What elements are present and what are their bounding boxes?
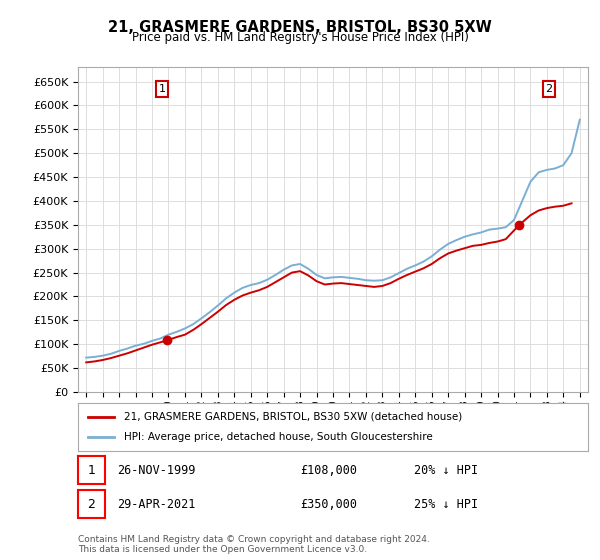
Text: 2: 2 [88,497,95,511]
Text: Price paid vs. HM Land Registry's House Price Index (HPI): Price paid vs. HM Land Registry's House … [131,31,469,44]
Text: 21, GRASMERE GARDENS, BRISTOL, BS30 5XW (detached house): 21, GRASMERE GARDENS, BRISTOL, BS30 5XW … [124,412,462,422]
Text: £108,000: £108,000 [300,464,357,477]
Text: HPI: Average price, detached house, South Gloucestershire: HPI: Average price, detached house, Sout… [124,432,433,442]
Text: 20% ↓ HPI: 20% ↓ HPI [414,464,478,477]
Text: 21, GRASMERE GARDENS, BRISTOL, BS30 5XW: 21, GRASMERE GARDENS, BRISTOL, BS30 5XW [108,20,492,35]
Text: 26-NOV-1999: 26-NOV-1999 [117,464,196,477]
Text: 1: 1 [158,84,166,94]
Text: 2: 2 [545,84,553,94]
Text: 1: 1 [88,464,95,477]
Text: Contains HM Land Registry data © Crown copyright and database right 2024.
This d: Contains HM Land Registry data © Crown c… [78,535,430,554]
Text: 25% ↓ HPI: 25% ↓ HPI [414,497,478,511]
Text: £350,000: £350,000 [300,497,357,511]
Text: 29-APR-2021: 29-APR-2021 [117,497,196,511]
